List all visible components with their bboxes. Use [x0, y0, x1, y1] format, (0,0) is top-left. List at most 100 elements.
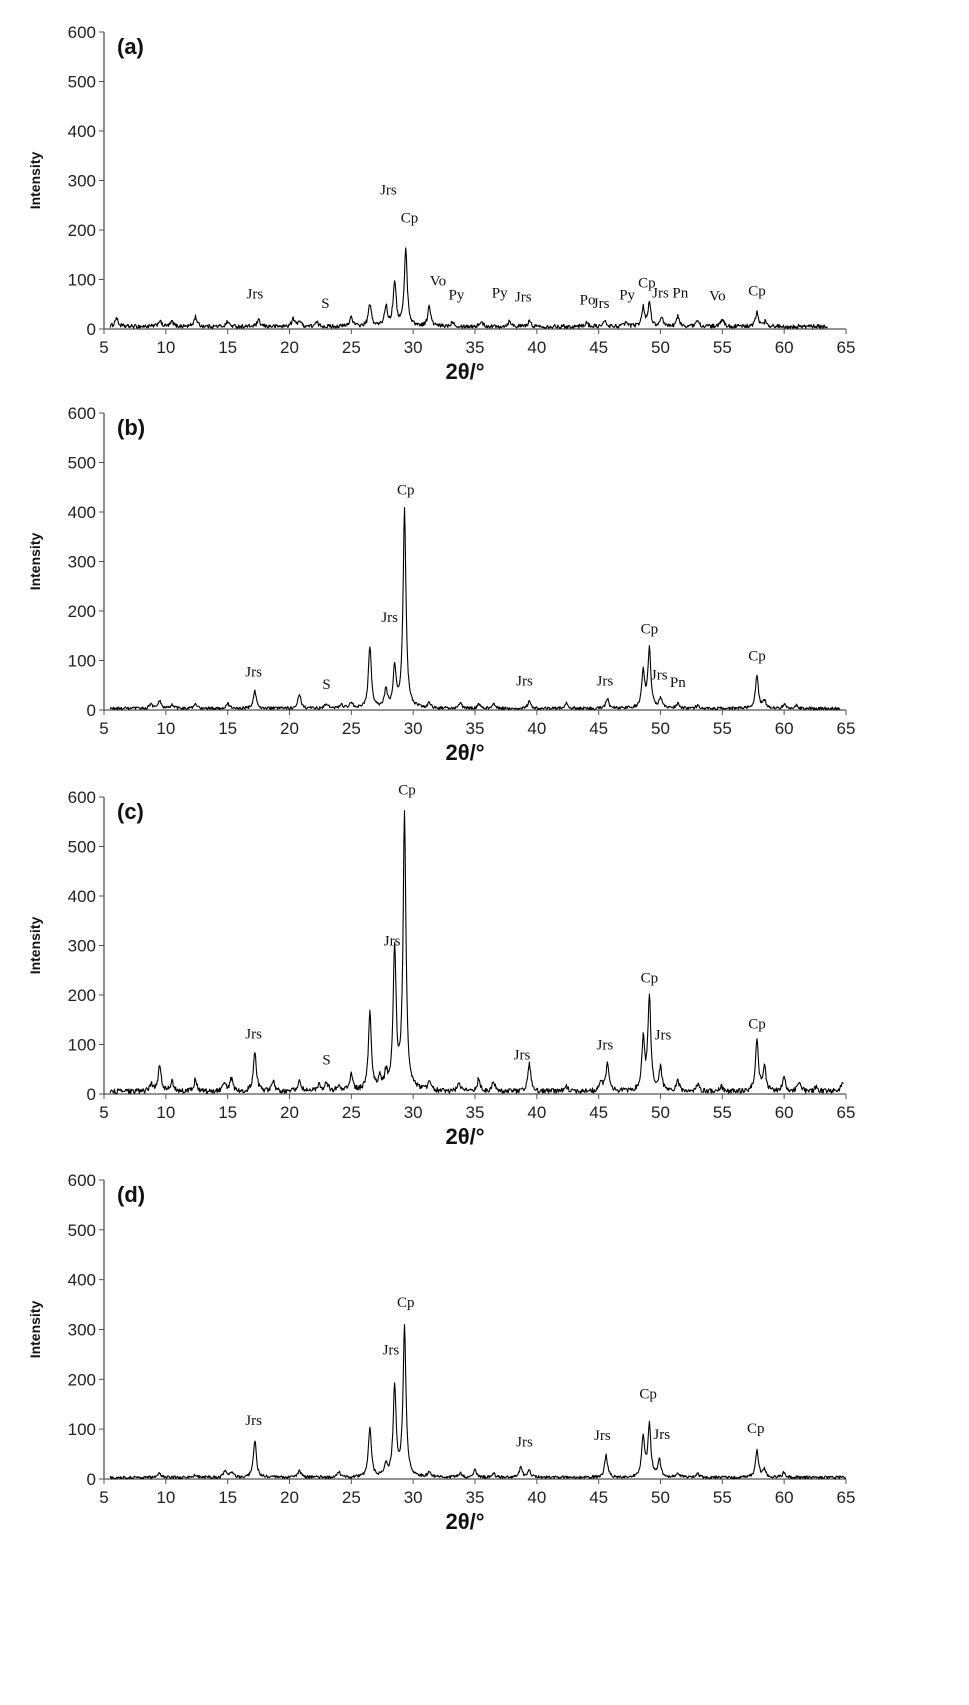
phase-annotation: Py	[619, 287, 635, 303]
x-tick-label: 40	[527, 719, 546, 738]
phase-annotation: Cp	[641, 971, 659, 987]
phase-annotation: Vo	[430, 273, 446, 289]
x-axis-title: 2θ/°	[445, 740, 484, 765]
phase-annotation: Jrs	[384, 934, 401, 950]
y-tick-label: 300	[68, 1321, 96, 1340]
phase-annotation: Cp	[747, 1421, 765, 1437]
y-tick-label: 0	[87, 1470, 96, 1489]
x-tick-label: 55	[713, 338, 732, 357]
phase-annotation: Cp	[397, 1295, 415, 1311]
x-tick-label: 25	[342, 1103, 361, 1122]
x-tick-label: 25	[342, 719, 361, 738]
phase-annotation: Jrs	[245, 1413, 262, 1429]
phase-annotation: Jrs	[593, 296, 610, 312]
x-tick-label: 30	[404, 1488, 423, 1507]
y-tick-label: 200	[68, 602, 96, 621]
phase-annotation: Jrs	[653, 1427, 670, 1443]
y-tick-label: 200	[68, 1370, 96, 1389]
panel-b: 0 100 200 300 400 500 600 5 10 15 20 25 30 35 40 45 50 55…	[27, 404, 855, 765]
y-tick-label: 200	[68, 221, 96, 240]
y-axis-title: Intensity	[27, 1301, 43, 1359]
x-tick-label: 30	[404, 719, 423, 738]
x-tick-label: 5	[99, 338, 108, 357]
x-tick-label: 15	[218, 1103, 237, 1122]
phase-annotation: Jrs	[381, 610, 398, 626]
phase-annotation: Cp	[748, 283, 766, 299]
x-tick-label: 20	[280, 1103, 299, 1122]
phase-annotation: Jrs	[655, 1028, 672, 1044]
panel-label: (a)	[117, 34, 144, 59]
panel-label: (d)	[117, 1182, 145, 1207]
x-tick-label: 25	[342, 1488, 361, 1507]
x-tick-label: 25	[342, 338, 361, 357]
y-axis-title: Intensity	[27, 152, 43, 210]
y-axis-title: Intensity	[27, 533, 43, 591]
y-tick-label: 500	[68, 1221, 96, 1240]
phase-annotation: Jrs	[245, 664, 262, 680]
x-tick-label: 15	[218, 719, 237, 738]
x-tick-label: 20	[280, 1488, 299, 1507]
y-tick-label: 400	[68, 122, 96, 141]
phase-annotation: Cp	[401, 211, 419, 227]
x-tick-label: 10	[156, 1488, 175, 1507]
diffraction-pattern-line	[109, 247, 828, 329]
y-tick-label: 400	[68, 503, 96, 522]
y-tick-label: 300	[68, 553, 96, 572]
phase-annotation: S	[321, 296, 329, 312]
x-tick-label: 35	[466, 1103, 485, 1122]
x-tick-label: 15	[218, 1488, 237, 1507]
y-tick-label: 0	[87, 701, 96, 720]
y-tick-label: 400	[68, 887, 96, 906]
y-tick-label: 200	[68, 986, 96, 1005]
panel-a: 0 100 200 300 400 500 600 5 10 15 20 25 30 35 40 45 50 55…	[27, 23, 855, 384]
panel-c: 0 100 200 300 400 500 600 5 10 15 20 25 30 35 40 45 50 55…	[27, 783, 855, 1149]
x-tick-label: 65	[837, 1488, 856, 1507]
x-tick-label: 20	[280, 719, 299, 738]
y-tick-label: 400	[68, 1271, 96, 1290]
x-axis-title: 2θ/°	[445, 1124, 484, 1149]
phase-annotation: S	[322, 677, 330, 693]
x-tick-label: 65	[837, 338, 856, 357]
y-tick-label: 300	[68, 937, 96, 956]
phase-annotation: Jrs	[597, 673, 614, 689]
x-tick-label: 60	[775, 1488, 794, 1507]
x-tick-label: 60	[775, 338, 794, 357]
phase-annotation: Jrs	[514, 1047, 531, 1063]
x-tick-label: 40	[527, 1488, 546, 1507]
phase-annotation: Jrs	[651, 667, 668, 683]
y-tick-label: 500	[68, 454, 96, 473]
phase-annotation: Jrs	[380, 182, 397, 198]
y-tick-label: 100	[68, 1420, 96, 1439]
phase-annotation: Cp	[641, 621, 659, 637]
x-tick-label: 20	[280, 338, 299, 357]
phase-annotation: Cp	[748, 649, 766, 665]
x-tick-label: 30	[404, 338, 423, 357]
phase-annotation: Jrs	[245, 1027, 262, 1043]
x-tick-label: 35	[466, 338, 485, 357]
y-tick-label: 100	[68, 271, 96, 290]
x-tick-label: 50	[651, 1103, 670, 1122]
x-tick-label: 35	[466, 719, 485, 738]
x-tick-label: 5	[99, 719, 108, 738]
x-tick-label: 55	[713, 1103, 732, 1122]
x-axis-title: 2θ/°	[445, 359, 484, 384]
x-tick-label: 30	[404, 1103, 423, 1122]
x-tick-label: 45	[589, 338, 608, 357]
panel-label: (b)	[117, 415, 145, 440]
y-tick-label: 600	[68, 23, 96, 42]
x-tick-label: 60	[775, 719, 794, 738]
phase-annotation: Pn	[670, 675, 686, 691]
x-axis-title: 2θ/°	[445, 1509, 484, 1534]
phase-annotation: Jrs	[515, 289, 532, 305]
x-tick-label: 10	[156, 338, 175, 357]
phase-annotation: Jrs	[247, 286, 264, 302]
x-tick-label: 40	[527, 1103, 546, 1122]
y-tick-label: 600	[68, 788, 96, 807]
diffraction-pattern-line	[109, 810, 844, 1095]
x-tick-label: 50	[651, 338, 670, 357]
x-tick-label: 55	[713, 1488, 732, 1507]
x-tick-label: 40	[527, 338, 546, 357]
phase-annotation: Cp	[397, 483, 415, 499]
phase-annotation: Py	[449, 287, 465, 303]
y-tick-label: 500	[68, 838, 96, 857]
